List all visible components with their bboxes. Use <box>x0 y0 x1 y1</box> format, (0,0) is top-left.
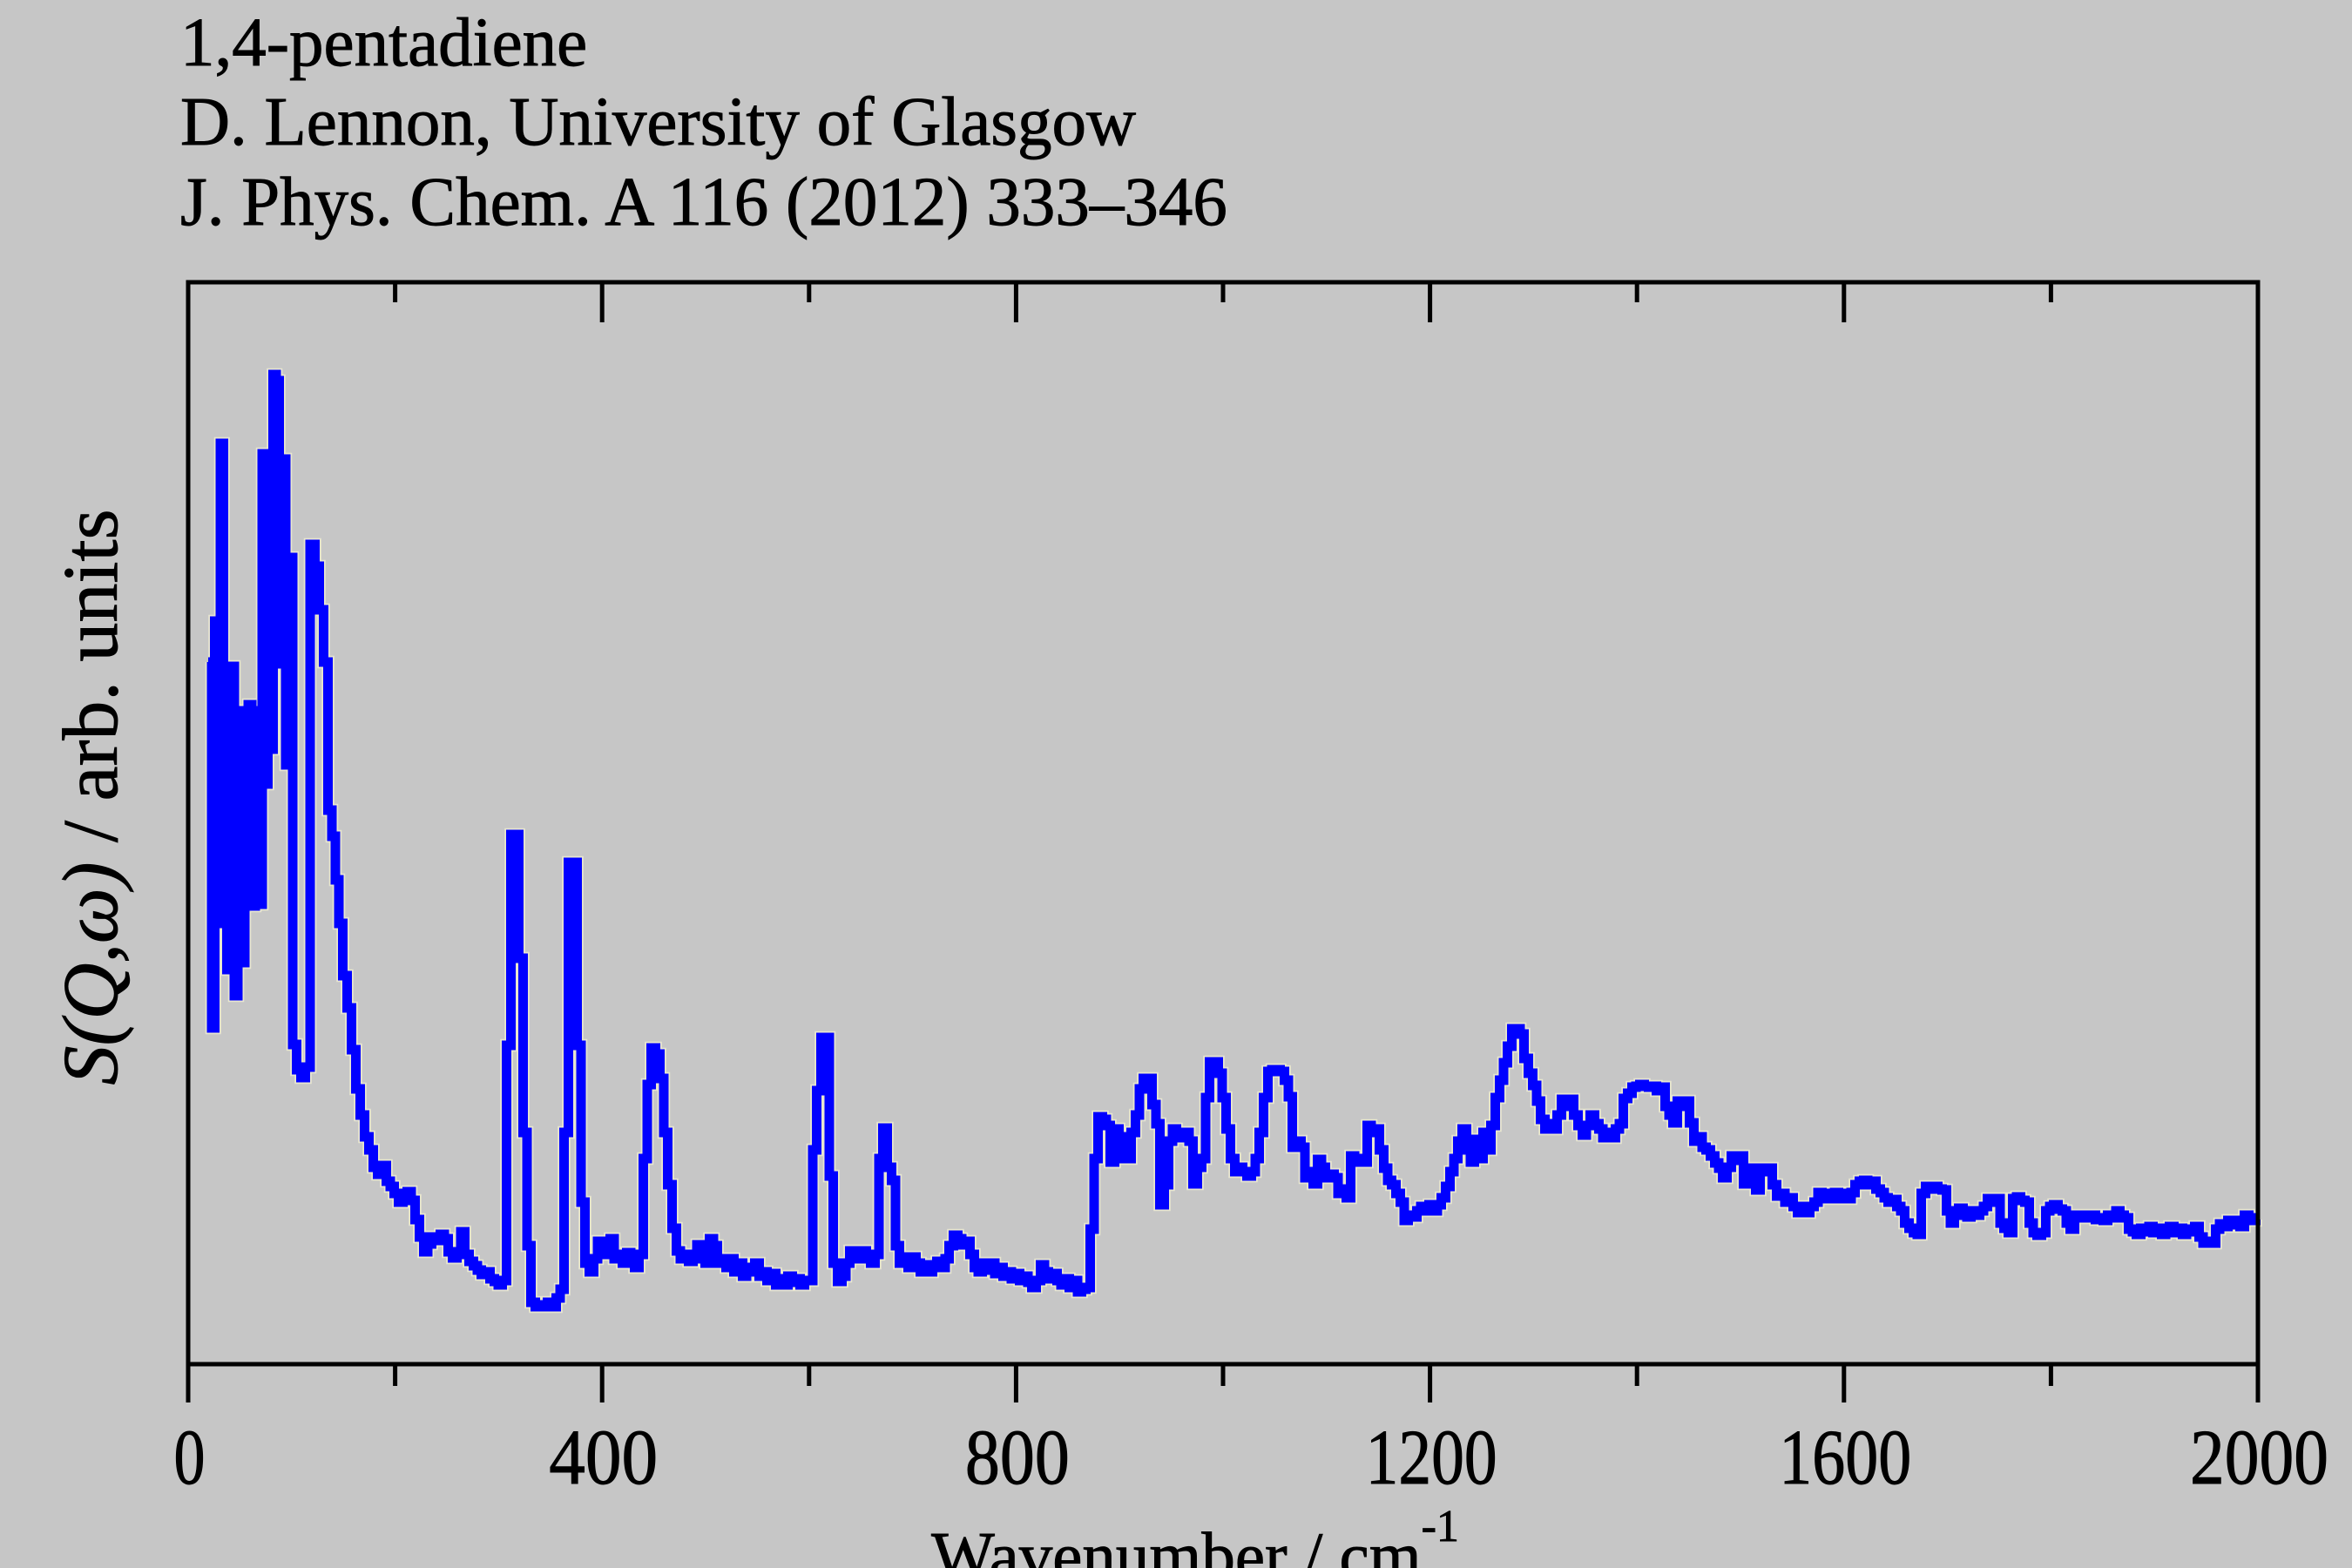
svg-text:800: 800 <box>965 1415 1070 1501</box>
svg-text:Wavenumber / cm-1: Wavenumber / cm-1 <box>931 1502 1459 1568</box>
svg-text:S(Q,ω) / arb. units: S(Q,ω) / arb. units <box>48 510 134 1085</box>
svg-text:1200: 1200 <box>1366 1415 1497 1501</box>
svg-text:1600: 1600 <box>1779 1415 1911 1501</box>
svg-text:2000: 2000 <box>2190 1415 2328 1501</box>
svg-text:D. Lennon, University of Glasg: D. Lennon, University of Glasgow <box>180 84 1136 160</box>
svg-text:0: 0 <box>174 1415 206 1501</box>
svg-text:J. Phys. Chem. A 116 (2012) 33: J. Phys. Chem. A 116 (2012) 333–346 <box>180 165 1227 240</box>
svg-text:1,4-pentadiene: 1,4-pentadiene <box>180 5 587 81</box>
svg-text:400: 400 <box>549 1415 658 1501</box>
